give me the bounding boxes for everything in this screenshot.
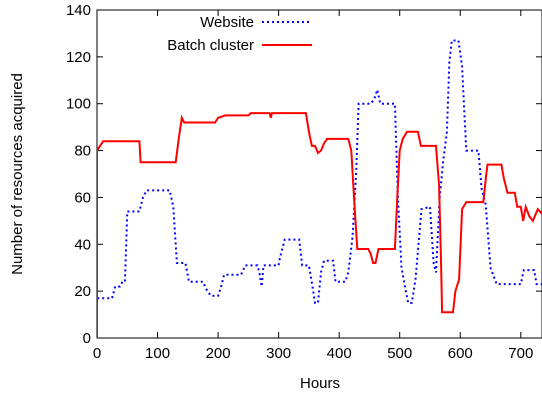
axis-ticks (96, 9, 542, 339)
x-tick-label: 700 (508, 345, 533, 362)
y-axis-tick-labels: 0 20 40 60 80 100 120 140 (66, 2, 91, 347)
x-tick-label: 600 (448, 345, 473, 362)
x-tick-label: 0 (93, 345, 101, 362)
y-tick-label: 20 (74, 283, 91, 300)
legend-label-batch-cluster: Batch cluster (167, 37, 254, 54)
legend: Website Batch cluster (167, 14, 312, 54)
y-tick-label: 40 (74, 236, 91, 253)
x-tick-label: 300 (266, 345, 291, 362)
x-tick-label: 500 (387, 345, 412, 362)
legend-label-website: Website (200, 14, 254, 31)
y-axis-label: Number of resources acquired (9, 73, 26, 275)
x-axis-tick-labels: 0 100 200 300 400 500 600 700 (93, 345, 533, 362)
series-line-website (97, 39, 542, 338)
x-tick-label: 400 (327, 345, 352, 362)
y-tick-label: 60 (74, 189, 91, 206)
y-tick-label: 0 (83, 330, 91, 347)
y-tick-label: 100 (66, 96, 91, 113)
x-tick-label: 200 (206, 345, 231, 362)
y-tick-label: 120 (66, 49, 91, 66)
series-line-batch-cluster (97, 112, 542, 338)
y-tick-label: 80 (74, 143, 91, 160)
y-tick-label: 140 (66, 2, 91, 19)
x-axis-label: Hours (300, 375, 340, 392)
x-tick-label: 100 (145, 345, 170, 362)
series-group (97, 39, 542, 338)
plot-frame (96, 9, 542, 339)
